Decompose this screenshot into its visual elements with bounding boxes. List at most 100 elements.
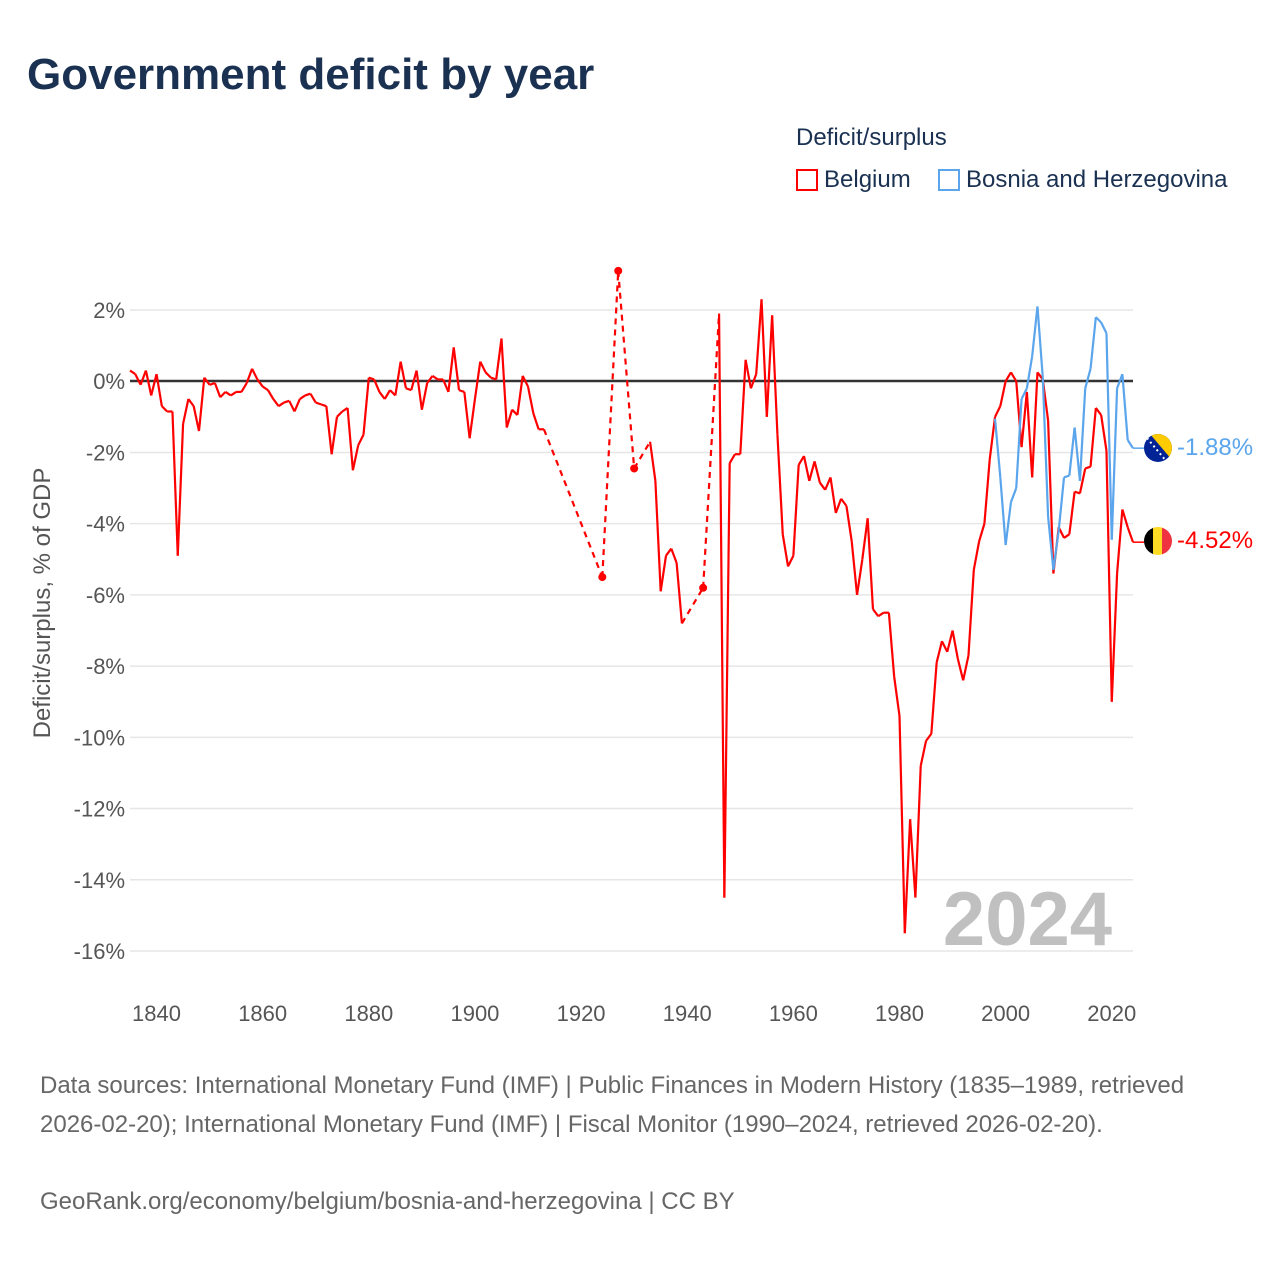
data-point (630, 464, 639, 473)
series-segment (245, 368, 254, 384)
series-segment (787, 555, 795, 567)
series-segment (256, 378, 264, 388)
series-gap-segment (702, 313, 721, 588)
series-segment (877, 611, 885, 618)
series-segment (129, 369, 136, 376)
series-segment (1004, 371, 1012, 382)
x-tick-label: 1980 (875, 1001, 924, 1026)
series-segment (925, 733, 933, 742)
chart-title: Government deficit by year (27, 50, 595, 99)
series-segment (1105, 450, 1113, 702)
legend-title: Deficit/surplus (796, 124, 947, 151)
footer-sources: Data sources: International Monetary Fun… (40, 1072, 1185, 1138)
series-segment (442, 379, 450, 393)
series-segment (399, 361, 408, 389)
series-segment (272, 398, 280, 407)
series-segment (357, 434, 365, 446)
series-segment (458, 389, 465, 393)
series-segment (792, 464, 800, 556)
series-segment (1126, 439, 1134, 449)
series-segment (887, 612, 896, 677)
series-segment (940, 640, 949, 653)
data-point (614, 266, 623, 275)
legend-item-bosnia[interactable]: Bosnia and Herzegovina (938, 166, 1228, 194)
y-tick-label: -8% (86, 654, 125, 679)
series-segment (1110, 388, 1119, 540)
y-tick-label: -6% (86, 583, 125, 608)
series-segment (373, 379, 381, 393)
series-segment (1031, 306, 1039, 357)
series-segment (1025, 391, 1034, 478)
x-tick-label: 2020 (1087, 1001, 1136, 1026)
x-tick-label: 1960 (769, 1001, 818, 1026)
series-segment (240, 382, 248, 393)
series-segment (1036, 306, 1044, 378)
bosnia-flag-icon (1144, 434, 1172, 462)
series-segment (1084, 465, 1091, 470)
series-segment (675, 562, 684, 624)
series-segment (500, 338, 508, 428)
series-segment (903, 819, 912, 934)
series-segment (479, 361, 487, 373)
series-segment (320, 403, 327, 408)
series-segment (1068, 427, 1076, 476)
series-segment (802, 455, 811, 482)
series-segment (1063, 533, 1070, 539)
series-bosnia-and-herzegovina (993, 306, 1144, 571)
series-segment (1009, 371, 1018, 382)
series-segment (914, 765, 922, 898)
data-point (699, 583, 708, 592)
series-segment (978, 523, 986, 542)
series-segment (983, 459, 991, 524)
legend-swatch-belgium (796, 169, 818, 191)
series-segment (909, 819, 917, 898)
series-segment (315, 401, 322, 406)
series-gap-segment (633, 441, 652, 470)
series-segment (505, 409, 514, 428)
series-segment (813, 461, 821, 483)
series-segment (1115, 509, 1124, 574)
series-segment (187, 398, 195, 407)
series-segment (516, 375, 524, 416)
series-segment (967, 569, 975, 656)
series-segment (1100, 321, 1108, 334)
series-segment (1015, 381, 1023, 448)
series-segment (224, 390, 232, 397)
series-segment (893, 676, 901, 717)
series-segment (771, 315, 779, 435)
series-segment (1078, 388, 1087, 481)
year-watermark: 2024 (943, 877, 1112, 962)
series-segment (1046, 516, 1055, 571)
footer-credit[interactable]: GeoRank.org/economy/belgium/bosnia-and-h… (40, 1188, 735, 1215)
series-segment (765, 315, 774, 417)
end-label-belgium: -4.52% (1177, 527, 1253, 554)
legend-label-bosnia: Bosnia and Herzegovina (966, 166, 1228, 193)
series-segment (1100, 414, 1108, 451)
series-segment (728, 453, 736, 464)
y-tick-label: 2% (93, 298, 125, 323)
series-segment (277, 401, 285, 408)
series-segment (654, 480, 662, 592)
series-gap-segment (680, 587, 705, 624)
series-segment (309, 393, 317, 404)
y-tick-label: -12% (74, 797, 125, 822)
series-segment (956, 658, 965, 681)
series-segment (1110, 573, 1119, 702)
legend-item-belgium[interactable]: Belgium (796, 166, 911, 194)
series-segment (213, 382, 222, 398)
series-segment (304, 392, 311, 397)
series-segment (155, 373, 163, 407)
series-segment (781, 534, 790, 567)
series-segment (819, 482, 827, 491)
series-segment (670, 548, 678, 564)
series-segment (1046, 420, 1055, 574)
series-segment (739, 359, 747, 455)
series-segment (749, 373, 758, 389)
series-segment (999, 380, 1007, 407)
series-segment (192, 405, 201, 432)
series-segment (1052, 530, 1060, 571)
belgium-flag-icon (1144, 527, 1172, 555)
series-segment (251, 368, 259, 380)
series-segment (197, 377, 206, 432)
x-tick-label: 1920 (557, 1001, 606, 1026)
